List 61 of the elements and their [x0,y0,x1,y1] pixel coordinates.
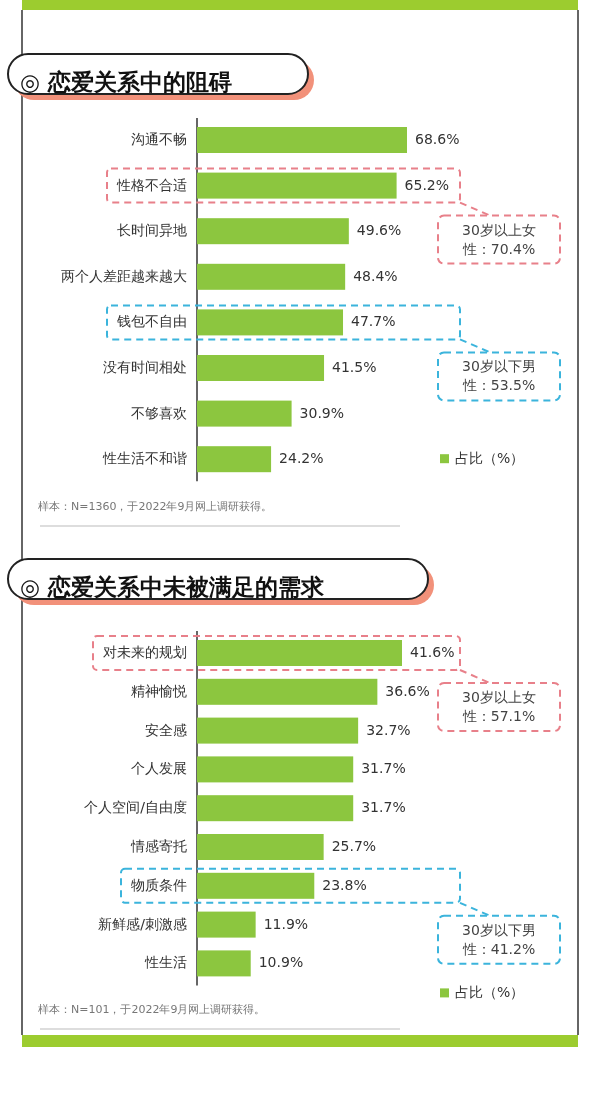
y-tick-label: 两个人差距越来越大 [61,267,187,284]
bar [197,795,354,822]
data-label: 41.5% [332,359,377,375]
data-label: 36.6% [385,682,430,699]
y-tick-label: 钱包不自由 [116,313,187,330]
chart-title: ◎ 恋爱关系中未被满足的需求 [20,573,326,600]
bar [197,872,315,899]
data-label: 48.4% [353,267,398,284]
y-tick-label: 个人发展 [131,760,187,777]
data-label: 32.7% [366,721,411,738]
bar [197,446,272,473]
y-tick-label: 长时间异地 [117,222,187,239]
bar [197,218,349,245]
bar [197,127,407,153]
data-label: 31.7% [361,760,406,777]
y-tick-label: 没有时间相处 [103,359,187,375]
bar [197,263,346,290]
data-label: 30.9% [299,404,345,421]
data-label: 11.9% [263,915,309,932]
data-label: 24.2% [279,450,324,467]
data-label: 47.7% [351,313,396,330]
y-tick-label: 沟通不畅 [131,131,187,147]
text: 样本：N=1360，于2022年9月网上调研获得。 [38,500,273,513]
y-tick-label: 性格不合适 [116,176,187,193]
bar [197,640,402,666]
bar [197,172,397,199]
y-tick-label: 精神愉悦 [131,682,187,699]
text: 样本：N=101，于2022年9月网上调研获得。 [38,1003,266,1016]
y-tick-label: 个人空间/自由度 [84,799,187,816]
data-label: 10.9% [258,954,304,971]
bar [197,756,354,783]
bar [197,355,325,381]
bar [197,950,251,977]
data-label: 68.6% [415,131,460,147]
chart-title: ◎ 恋爱关系中的阻碍 [20,68,233,95]
bar [197,834,324,860]
text: 30岁以上女性：57.1% [461,689,536,724]
y-tick-label: 新鲜感/刺激感 [98,915,187,932]
legend-label: 占比（%） [455,450,525,467]
bar [197,717,359,744]
y-tick-label: 情感寄托 [130,838,187,854]
y-tick-label: 安全感 [145,721,187,738]
data-label: 31.7% [361,799,406,816]
bar [197,911,256,938]
bar [197,309,344,336]
bar [197,400,292,427]
text: 30岁以下男性：41.2% [461,921,536,957]
text: 30岁以上女性：70.4% [461,221,536,257]
bar [197,678,378,705]
data-label: 41.6% [410,644,455,660]
data-label: 49.6% [356,222,402,239]
y-tick-label: 性生活 [144,954,187,971]
data-label: 25.7% [331,838,377,854]
y-tick-label: 物质条件 [131,876,187,893]
y-tick-label: 不够喜欢 [131,404,187,421]
y-tick-label: 性生活不和谐 [102,450,187,467]
legend-label: 占比（%） [455,984,525,1001]
text: 30岁以下男性：53.5% [461,358,536,394]
data-label: 65.2% [404,176,450,193]
y-tick-label: 对未来的规划 [103,644,187,660]
data-label: 23.8% [322,876,367,893]
